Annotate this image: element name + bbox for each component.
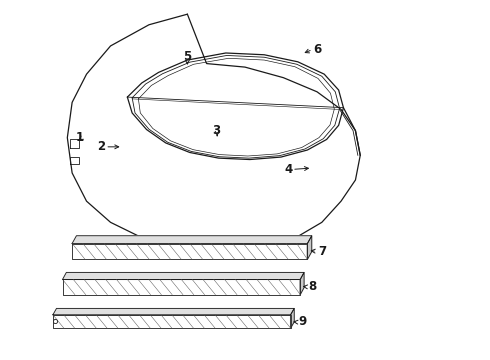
Polygon shape — [63, 279, 300, 294]
Text: 9: 9 — [298, 315, 307, 328]
Text: 5: 5 — [183, 50, 192, 63]
Polygon shape — [72, 243, 307, 259]
Polygon shape — [307, 236, 312, 259]
Polygon shape — [53, 309, 294, 315]
Text: 6: 6 — [313, 43, 321, 56]
Polygon shape — [63, 273, 304, 279]
Polygon shape — [53, 315, 291, 328]
Text: 3: 3 — [212, 124, 220, 137]
Polygon shape — [291, 309, 294, 328]
Polygon shape — [300, 273, 304, 294]
Text: 4: 4 — [284, 163, 293, 176]
Text: 2: 2 — [97, 140, 105, 153]
Text: 8: 8 — [308, 280, 317, 293]
Polygon shape — [72, 236, 312, 243]
Text: 1: 1 — [75, 131, 83, 144]
Text: 7: 7 — [318, 245, 326, 258]
